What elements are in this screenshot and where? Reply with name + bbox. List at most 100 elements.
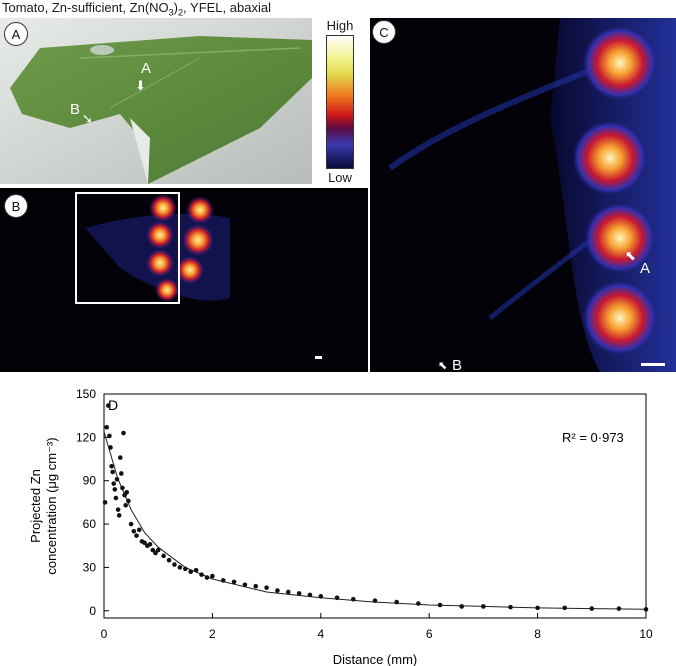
- data-point: [121, 430, 126, 436]
- panel-b-map: B: [0, 188, 368, 372]
- data-point: [183, 566, 188, 572]
- data-point: [136, 527, 142, 533]
- panel-d-badge: D: [108, 397, 118, 413]
- data-point: [481, 604, 486, 609]
- data-point: [296, 591, 302, 596]
- x-axis-label: Distance (mm): [333, 652, 418, 666]
- panel-d-chart: D R² = 0·973 0 30 60 90 120 150 0 2 4 6 8 10 Dista…: [28, 387, 653, 666]
- r-squared-annotation: R² = 0·973: [562, 430, 624, 445]
- data-point: [351, 596, 356, 602]
- data-point: [111, 481, 117, 486]
- data-point: [161, 553, 166, 559]
- y-tick-label: 90: [83, 474, 97, 488]
- data-point: [193, 568, 199, 573]
- data-point: [123, 502, 128, 508]
- data-point: [253, 583, 259, 589]
- data-point: [112, 487, 118, 492]
- data-point: [210, 573, 215, 579]
- data-point: [307, 592, 313, 598]
- data-point: [562, 605, 567, 611]
- y-tick-label: 150: [76, 387, 96, 401]
- panel-c-heatmap: [388, 18, 676, 372]
- panel-c-label-b: B: [452, 357, 463, 372]
- data-point: [104, 424, 110, 430]
- panel-c-map: C ⬉ A ⬉ B: [370, 18, 676, 372]
- data-point: [119, 471, 124, 476]
- x-tick-label: 2: [209, 627, 216, 641]
- figure-title: Tomato, Zn-sufficient, Zn(NO3)2, YFEL, a…: [2, 0, 271, 18]
- data-point: [508, 604, 513, 610]
- data-point: [153, 550, 158, 556]
- panel-a-label-b: B: [70, 101, 81, 118]
- data-point: [231, 579, 237, 585]
- panel-b-heatmap: [75, 192, 322, 359]
- data-point: [589, 606, 595, 611]
- y-tick-label: 60: [83, 517, 97, 531]
- data-point: [120, 485, 125, 491]
- data-point: [102, 500, 108, 505]
- data-point: [394, 599, 399, 605]
- data-point: [113, 495, 119, 501]
- plot-frame: [103, 393, 647, 619]
- data-point: [134, 533, 139, 538]
- data-point: [264, 585, 269, 590]
- data-point: [275, 588, 280, 593]
- data-point: [131, 528, 137, 534]
- data-point: [106, 403, 111, 408]
- x-tick-label: 4: [317, 627, 324, 641]
- data-point: [110, 469, 115, 475]
- panel-c-arrow-b: ⬉: [438, 360, 448, 372]
- panel-a-arrow-b: ➘: [82, 111, 93, 126]
- y-tick-label: 120: [76, 430, 96, 444]
- data-point: [285, 589, 291, 595]
- colorbar: High Low: [312, 18, 368, 188]
- colorbar-high-label: High: [326, 18, 354, 33]
- colorbar-low-label: Low: [328, 170, 352, 185]
- data-point: [318, 594, 324, 599]
- data-point: [155, 547, 161, 553]
- y-tick-label: 0: [89, 604, 96, 618]
- data-point: [372, 598, 378, 603]
- panel-a-arrow-a: ⬇: [135, 78, 146, 93]
- data-point: [459, 604, 465, 609]
- data-point: [177, 565, 183, 570]
- y-tick-label: 30: [83, 560, 97, 574]
- data-point: [150, 547, 156, 553]
- data-point: [334, 595, 340, 601]
- data-point: [142, 540, 147, 546]
- x-tick-label: 6: [426, 627, 433, 641]
- y-axis-label-line1: Projected Zn: [28, 469, 43, 543]
- data-point: [535, 605, 540, 611]
- y-axis-label-line2: concentration (μg cm⁻³): [44, 437, 59, 574]
- data-point: [124, 489, 130, 495]
- data-point: [220, 578, 226, 583]
- data-point: [116, 513, 122, 518]
- panel-a-badge: A: [4, 22, 28, 46]
- data-point: [128, 521, 134, 527]
- data-point: [107, 433, 112, 439]
- data-point: [117, 455, 123, 460]
- data-point: [147, 541, 153, 547]
- data-point: [109, 463, 114, 469]
- data-point: [115, 507, 121, 512]
- data-point: [437, 602, 443, 608]
- panel-c-arrow-a: ⬉: [625, 248, 636, 263]
- panel-a-leaf-photo: A A ⬇ B ➘: [0, 18, 312, 184]
- data-point: [114, 476, 120, 482]
- data-point: [416, 601, 421, 606]
- data-point: [616, 606, 622, 611]
- panel-c-badge: C: [372, 20, 396, 44]
- data-point: [126, 498, 131, 504]
- x-tick-label: 8: [534, 627, 541, 641]
- data-point: [242, 582, 248, 588]
- data-point: [108, 445, 113, 450]
- data-point: [199, 572, 204, 577]
- data-point: [204, 575, 210, 580]
- data-point: [172, 562, 177, 567]
- data-point: [643, 607, 649, 612]
- data-point: [188, 569, 194, 575]
- panel-b-badge: B: [4, 194, 28, 218]
- data-point: [166, 557, 172, 563]
- panel-c-label-a: A: [640, 260, 651, 277]
- x-tick-label: 0: [101, 627, 108, 641]
